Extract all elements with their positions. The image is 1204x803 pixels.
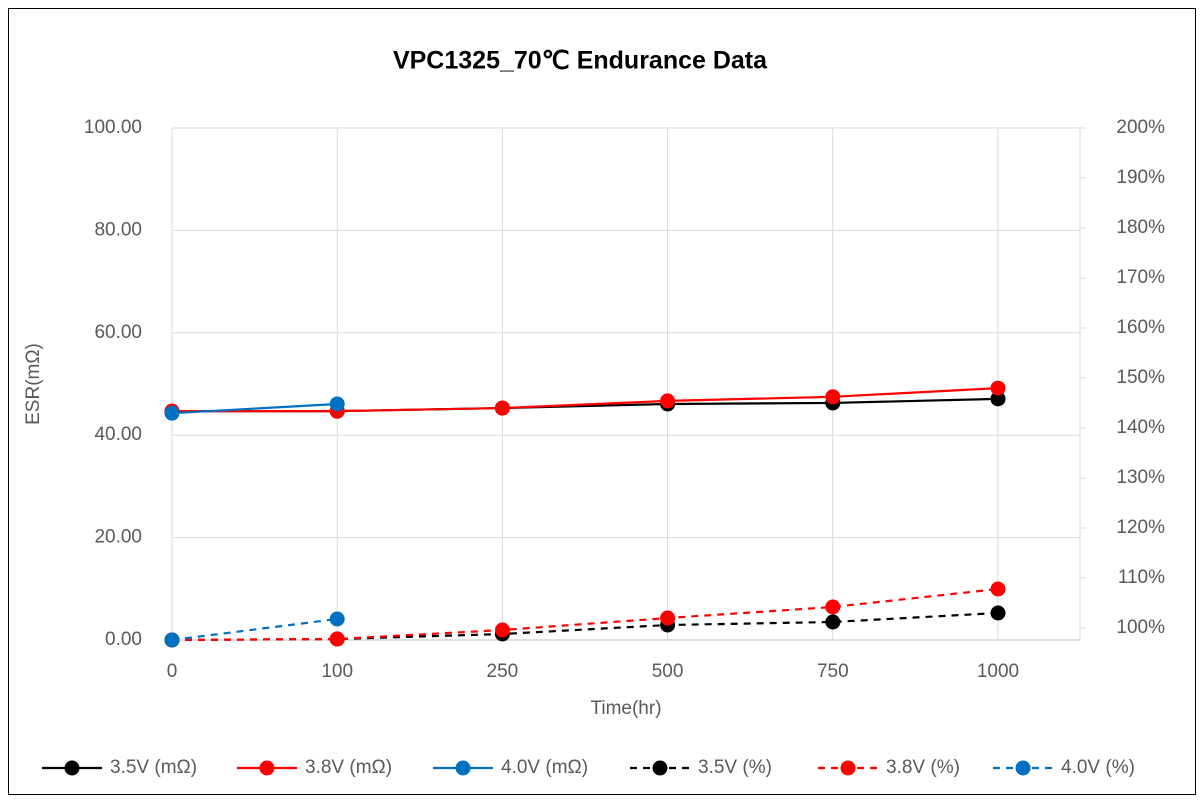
y-tick-label: 100.00 [84,117,142,138]
data-point [660,393,676,409]
legend-marker [455,760,471,776]
data-point [164,405,180,421]
legend-marker [652,760,668,776]
data-point [329,396,345,412]
y2-tick-label: 200% [1116,117,1165,138]
data-point [329,631,345,647]
legend-marker [259,760,275,776]
legend-label: 3.5V (mΩ) [110,757,197,778]
x-tick-label: 500 [652,661,684,682]
x-tick-label: 1000 [977,661,1019,682]
data-point [990,391,1006,407]
data-point [825,599,841,615]
y2-tick-label: 190% [1116,167,1165,188]
x-tick-label: 0 [167,661,178,682]
data-point [990,581,1006,597]
y-tick-label: 80.00 [94,219,142,240]
data-point [990,605,1006,621]
y2-tick-label: 140% [1116,417,1165,438]
y2-tick-label: 170% [1116,267,1165,288]
x-tick-label: 250 [487,661,519,682]
x-tick-label: 750 [817,661,849,682]
y2-tick-label: 120% [1116,517,1165,538]
data-point [825,614,841,630]
data-point [825,389,841,405]
data-point [990,380,1006,396]
chart-title: VPC1325_70℃ Endurance Data [393,47,768,75]
y-tick-label: 20.00 [94,527,142,548]
y-tick-label: 60.00 [94,322,142,343]
x-axis-label: Time(hr) [590,698,661,719]
x-tick-label: 100 [321,661,353,682]
series-line [171,402,338,415]
y2-tick-label: 180% [1116,217,1165,238]
y2-tick-label: 100% [1116,617,1165,638]
legend-label: 3.5V (%) [698,757,772,778]
legend-label: 4.0V (mΩ) [501,757,588,778]
y-axis-label: ESR(mΩ) [23,343,44,425]
series-line [171,617,338,642]
y2-tick-label: 160% [1116,317,1165,338]
y2-tick-label: 110% [1118,567,1165,588]
y2-tick-label: 130% [1116,467,1165,488]
y-tick-label: 0.00 [105,629,142,650]
series-line [171,587,999,642]
data-point [329,611,345,627]
data-point [494,400,510,416]
data-point [164,632,180,648]
y2-tick-label: 150% [1116,367,1165,388]
legend-label: 3.8V (%) [886,757,960,778]
y-tick-label: 40.00 [94,424,142,445]
legend-label: 3.8V (mΩ) [305,757,392,778]
legend-label: 4.0V (%) [1061,757,1135,778]
legend-marker [1015,760,1031,776]
legend-marker [840,760,856,776]
data-point [660,610,676,626]
legend-marker [64,760,80,776]
series-line [172,386,999,413]
data-point [494,622,510,638]
